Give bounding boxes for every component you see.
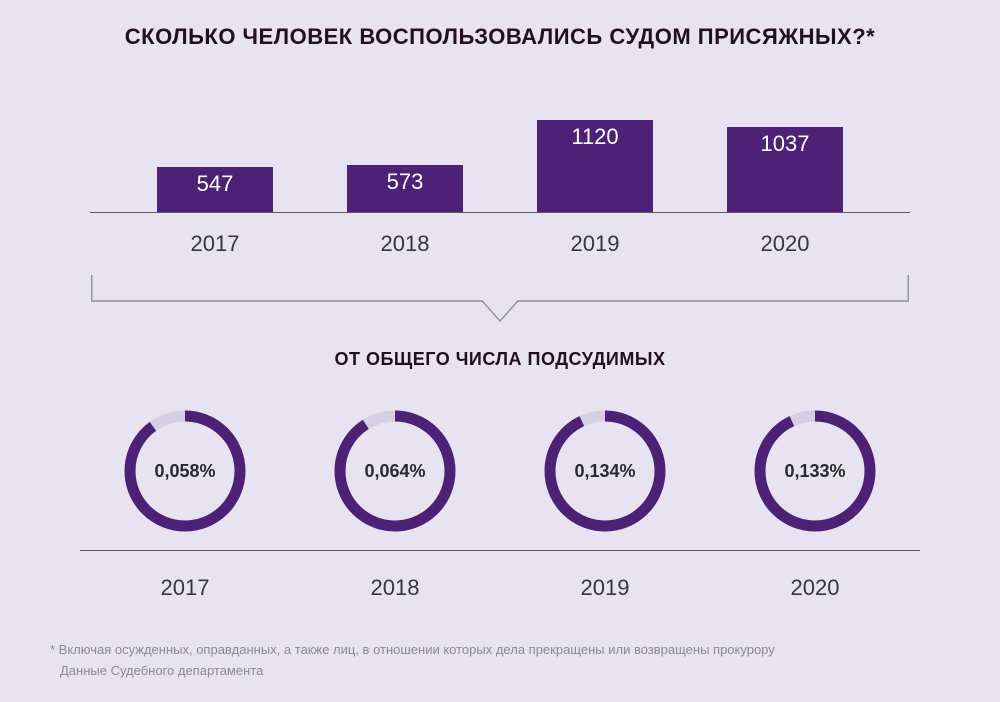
donut-year-label: 2020 [715,575,915,601]
footnote-line: Данные Судебного департамента [50,661,950,682]
bar-value-label: 1037 [761,131,810,157]
donut-center-label: 0,064% [330,406,460,536]
x-axis-label: 2020 [715,231,855,257]
x-axis-label: 2019 [525,231,665,257]
donut-center-label: 0,058% [120,406,250,536]
footnote-line: * Включая осужденных, оправданных, а так… [50,640,950,661]
donut: 0,064% [330,406,460,536]
page-title: СКОЛЬКО ЧЕЛОВЕК ВОСПОЛЬЗОВАЛИСЬ СУДОМ ПР… [50,24,950,50]
bars-row: 547 573 1120 1037 [120,82,880,212]
bar-chart: 547 573 1120 1037 [120,82,880,212]
donut-wrap: 0,133% [715,406,915,536]
bracket-icon [90,275,910,325]
x-axis-line [90,212,910,213]
donut-center-label: 0,133% [750,406,880,536]
bar-wrap: 1120 [525,82,665,212]
donut: 0,133% [750,406,880,536]
donut-wrap: 0,058% [85,406,285,536]
bar-wrap: 547 [145,82,285,212]
section-subtitle: ОТ ОБЩЕГО ЧИСЛА ПОДСУДИМЫХ [50,349,950,370]
bar-wrap: 1037 [715,82,855,212]
infographic-page: СКОЛЬКО ЧЕЛОВЕК ВОСПОЛЬЗОВАЛИСЬ СУДОМ ПР… [0,0,1000,702]
x-axis-labels: 2017 2018 2019 2020 [120,231,880,257]
donut-year-label: 2017 [85,575,285,601]
donut-row: 0,058% 0,064% 0,134% 0,133% [80,406,920,536]
connector-bracket [90,275,910,325]
donut-axis-line [80,550,920,551]
bar-value-label: 547 [197,171,234,197]
donut-wrap: 0,134% [505,406,705,536]
donut-center-label: 0,134% [540,406,670,536]
donut-year-label: 2019 [505,575,705,601]
x-axis-label: 2018 [335,231,475,257]
bar-wrap: 573 [335,82,475,212]
x-axis-label: 2017 [145,231,285,257]
donut: 0,134% [540,406,670,536]
donut-wrap: 0,064% [295,406,495,536]
footnotes: * Включая осужденных, оправданных, а так… [50,622,950,682]
bar-value-label: 573 [387,169,424,195]
donut: 0,058% [120,406,250,536]
donut-year-label: 2018 [295,575,495,601]
donut-year-labels: 2017 2018 2019 2020 [80,575,920,601]
bar-value-label: 1120 [571,124,618,150]
